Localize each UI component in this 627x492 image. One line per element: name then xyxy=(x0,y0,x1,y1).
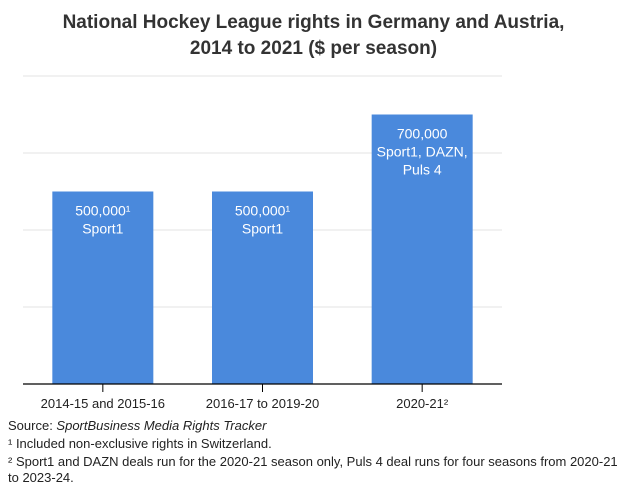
data-label: Sport1, DAZN, xyxy=(377,144,468,160)
data-label: Sport1 xyxy=(82,221,123,237)
source-name: SportBusiness Media Rights Tracker xyxy=(56,418,267,433)
data-label: 700,000 xyxy=(397,126,448,142)
source-prefix: Source: xyxy=(8,418,57,433)
source-note: Source: SportBusiness Media Rights Track… xyxy=(8,418,623,434)
bar-chart: 500,000¹ Sport1 2014-15 and 2015-16 500,000… xyxy=(23,75,502,411)
data-label: 500,000¹ xyxy=(75,203,131,219)
x-tick-label: 2014-15 and 2015-16 xyxy=(41,396,165,411)
chart-title: National Hockey League rights in Germany… xyxy=(0,10,627,62)
title-line-2: 2014 to 2021 ($ per season) xyxy=(189,38,438,59)
footnote-2: ² Sport1 and DAZN deals run for the 2020… xyxy=(8,454,618,485)
x-tick-label: 2020-21² xyxy=(396,396,449,411)
bar xyxy=(212,191,313,384)
bar xyxy=(52,191,154,384)
data-label: 500,000¹ xyxy=(235,203,291,219)
data-label: Sport1 xyxy=(242,221,283,237)
bar xyxy=(371,114,473,384)
x-tick-label: 2016-17 to 2019-20 xyxy=(206,396,319,411)
data-label: Puls 4 xyxy=(403,162,442,178)
footnote-1: ¹ Included non-exclusive rights in Switz… xyxy=(8,436,272,451)
title-line-1: National Hockey League rights in Germany… xyxy=(62,12,565,33)
